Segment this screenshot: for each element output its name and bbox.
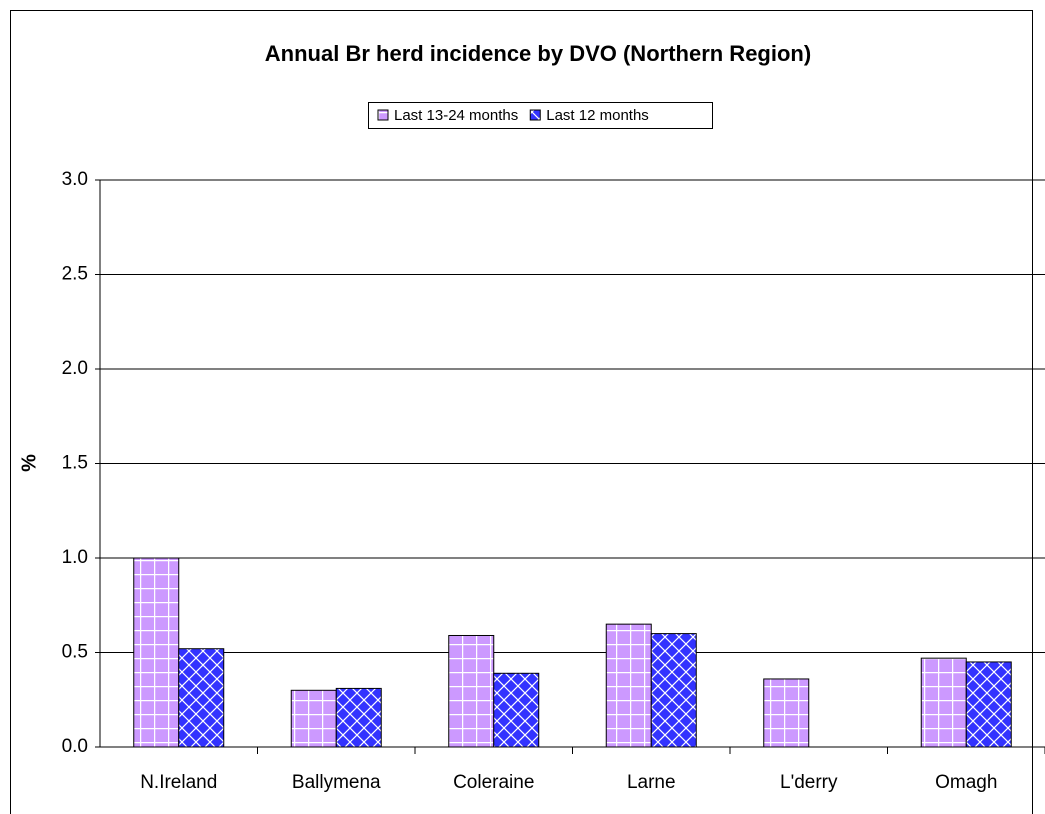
chart-title: Annual Br herd incidence by DVO (Norther… bbox=[265, 41, 811, 66]
bar bbox=[335, 687, 382, 748]
chart-border bbox=[10, 10, 1033, 814]
bar bbox=[133, 557, 180, 748]
legend-swatch bbox=[377, 109, 389, 121]
y-tick-label: 3.0 bbox=[62, 169, 88, 190]
bar bbox=[290, 689, 337, 748]
y-tick-label: 0.5 bbox=[62, 642, 88, 663]
bar bbox=[920, 657, 967, 748]
legend-label: Last 12 months bbox=[546, 107, 649, 124]
y-tick-label: 1.5 bbox=[62, 453, 88, 474]
y-tick-label: 2.5 bbox=[62, 264, 88, 285]
bar bbox=[448, 634, 495, 748]
x-tick-label: Coleraine bbox=[453, 772, 534, 793]
bar bbox=[605, 623, 652, 748]
legend-label: Last 13-24 months bbox=[394, 107, 518, 124]
bar bbox=[965, 661, 1012, 748]
bar bbox=[650, 633, 697, 748]
legend-swatch bbox=[529, 109, 541, 121]
y-tick-label: 0.0 bbox=[62, 736, 88, 757]
y-tick-label: 2.0 bbox=[62, 358, 88, 379]
x-tick-label: Omagh bbox=[935, 772, 997, 793]
x-tick-label: Larne bbox=[627, 772, 676, 793]
x-tick-label: L'derry bbox=[780, 772, 838, 793]
x-tick-label: N.Ireland bbox=[140, 772, 217, 793]
x-tick-label: Ballymena bbox=[292, 772, 381, 793]
bar bbox=[763, 678, 810, 748]
bar bbox=[493, 672, 540, 748]
y-axis-label: % bbox=[18, 454, 40, 472]
y-tick-label: 1.0 bbox=[62, 547, 88, 568]
bar bbox=[178, 648, 225, 748]
